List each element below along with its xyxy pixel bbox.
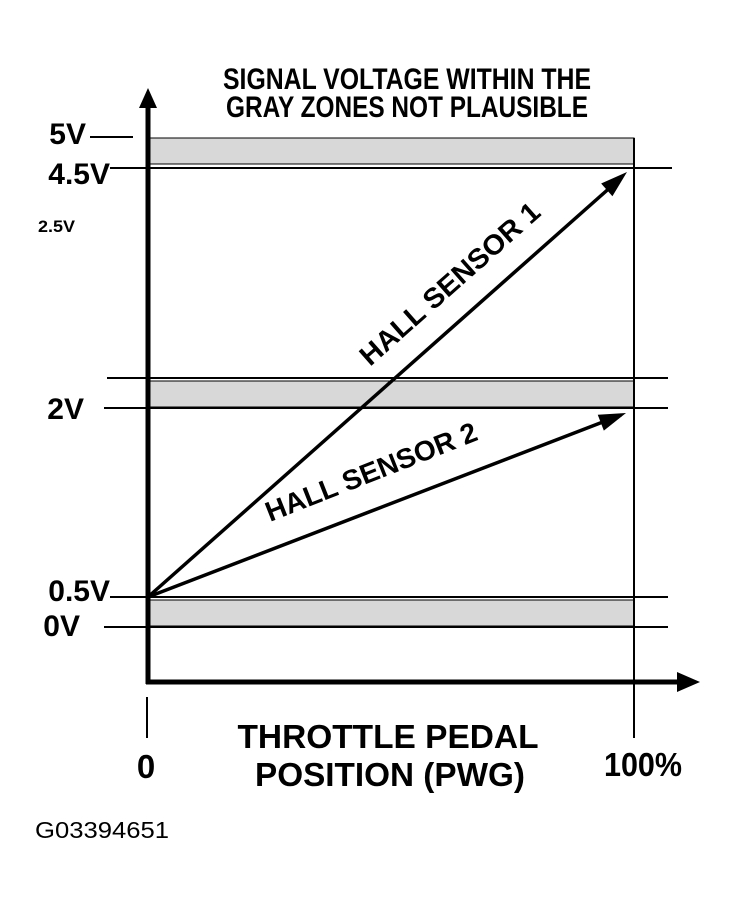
chart-title-line2: GRAY ZONES NOT PLAUSIBLE [226, 91, 588, 124]
x-axis-arrowhead [677, 672, 700, 692]
hall-sensor-2-line [147, 413, 622, 599]
hall-sensor-1-line [146, 175, 624, 599]
x-axis-title-line1: THROTTLE PEDAL [238, 718, 539, 755]
label-0v5: 0.5V [48, 575, 110, 608]
gray-zone-top [147, 137, 635, 165]
hall-sensor-2-arrowhead [597, 413, 626, 431]
label-5v: 5V [49, 118, 86, 151]
gray-zone-middle [147, 380, 635, 408]
hall-sensor-1-label: HALL SENSOR 1 [353, 196, 546, 372]
label-0v: 0V [43, 610, 80, 643]
label-2v: 2V [47, 393, 84, 426]
chart-title-line1: SIGNAL VOLTAGE WITHIN THE [223, 63, 591, 96]
label-4v5: 4.5V [48, 158, 110, 191]
label-x-100: 100% [604, 746, 682, 783]
label-2v5: 2.5V [38, 217, 76, 236]
y-axis-arrowhead [139, 88, 157, 108]
x-axis-title-line2: POSITION (PWG) [255, 756, 525, 793]
hall-sensor-1-arrowhead [601, 172, 627, 197]
figure-id: G03394651 [35, 817, 169, 843]
gray-zone-bottom [147, 599, 635, 627]
label-x-0: 0 [137, 748, 155, 785]
